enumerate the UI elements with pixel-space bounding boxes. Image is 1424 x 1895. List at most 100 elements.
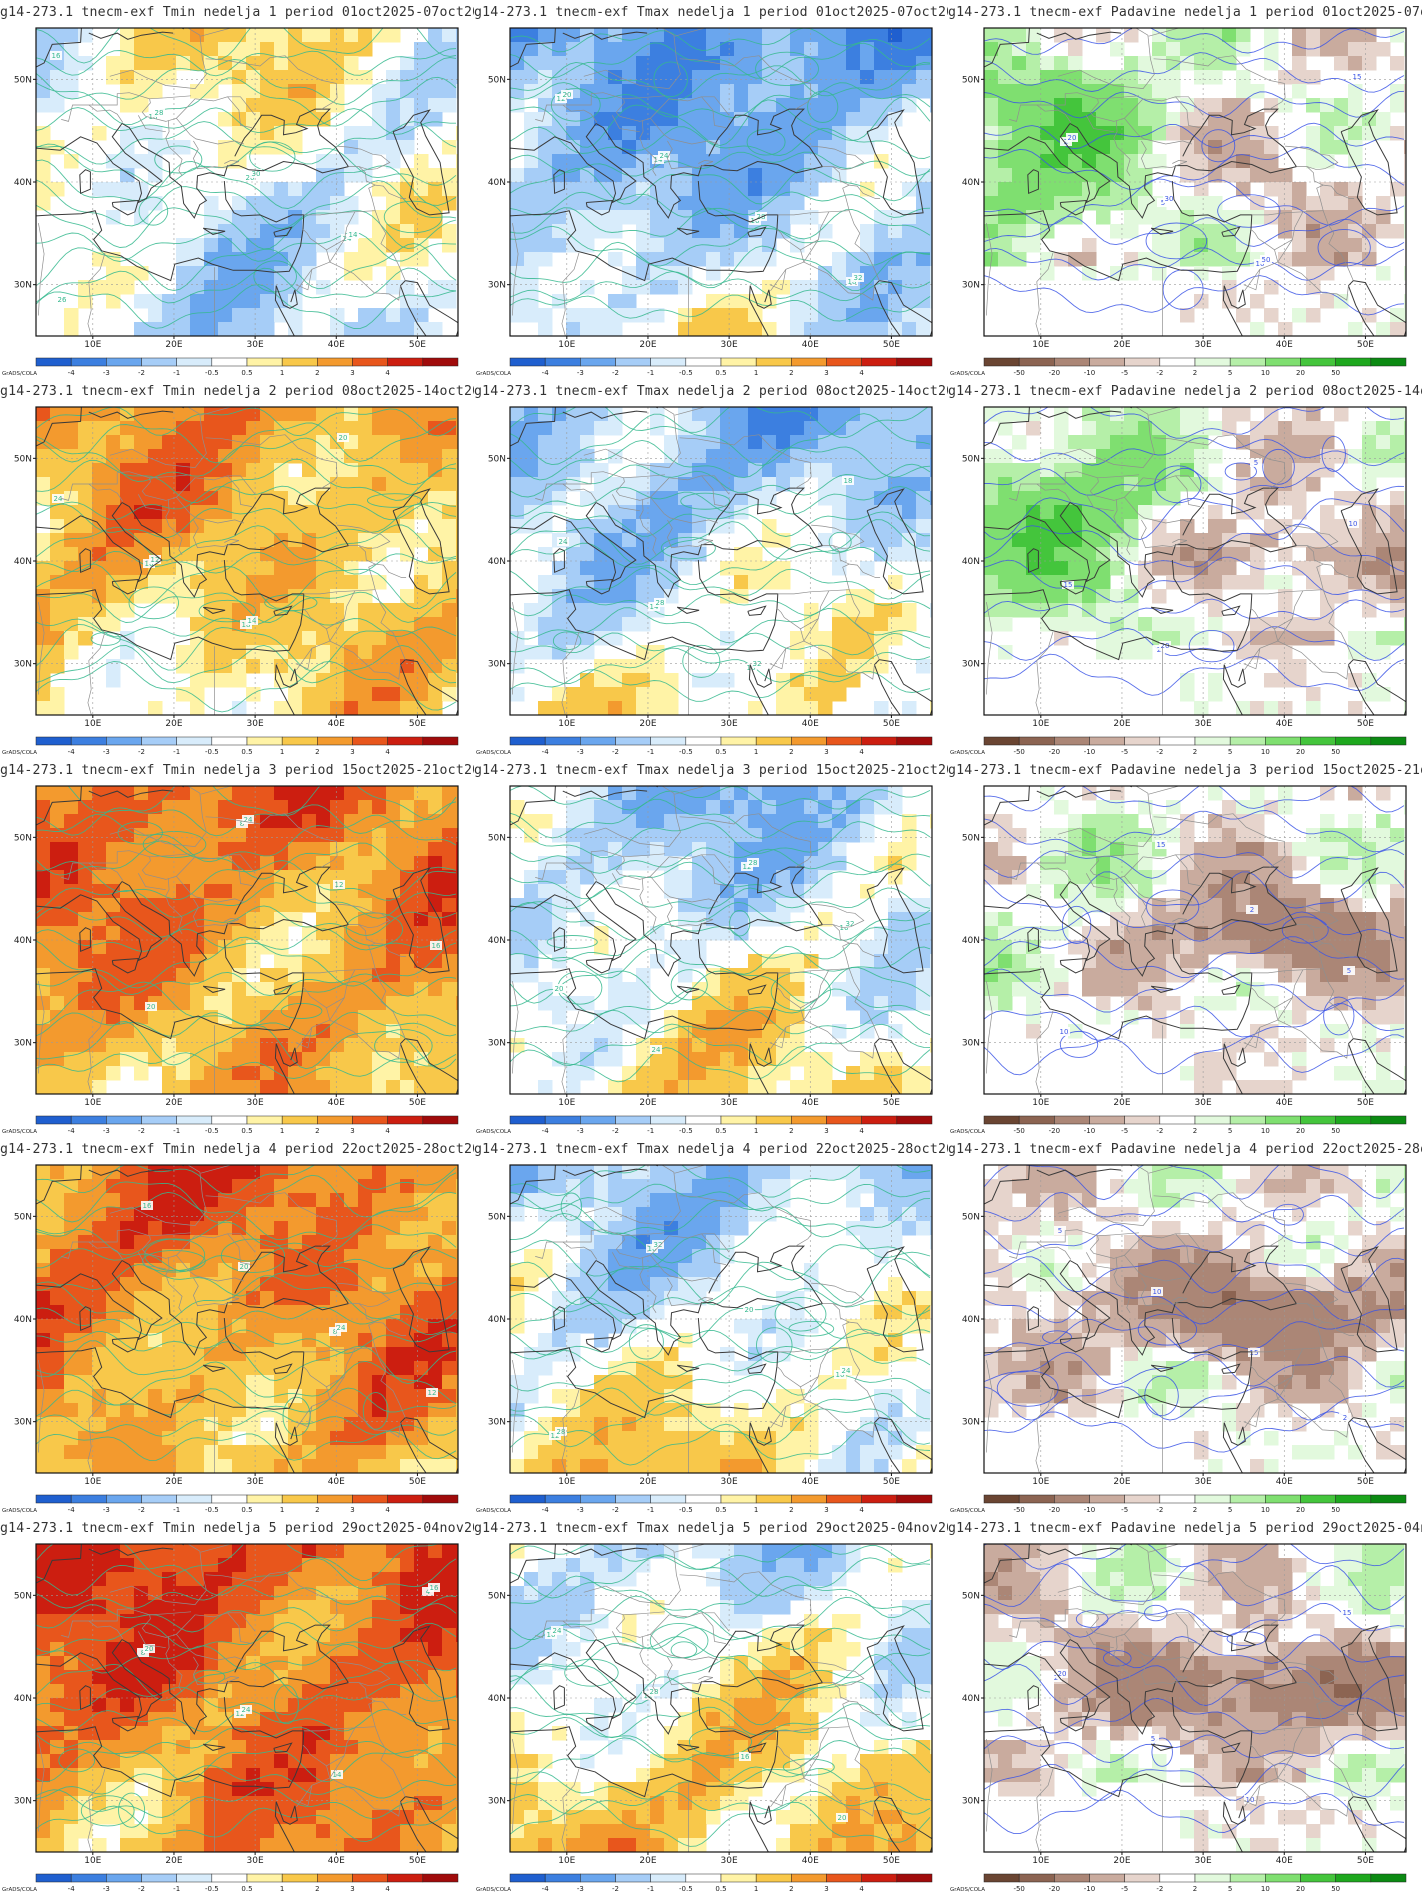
color-bar-swatch xyxy=(685,1115,722,1125)
color-bar-swatch xyxy=(1370,1115,1407,1125)
contour-label: 16 xyxy=(741,1753,750,1761)
contour-label: 15 xyxy=(1157,841,1166,849)
contour-lines: 812162024 xyxy=(36,786,457,1079)
color-bar-swatch xyxy=(983,1873,1020,1883)
lat-tick-label: 30N xyxy=(488,1418,506,1428)
color-bar-swatch xyxy=(1335,1115,1372,1125)
color-bar-label: 4 xyxy=(385,369,390,377)
color-bar-swatch xyxy=(1335,736,1372,746)
color-bar-swatch xyxy=(1124,1873,1161,1883)
color-bar-label: 20 xyxy=(1296,748,1305,756)
color-bar-label: 2 xyxy=(789,748,793,756)
color-bar-swatch xyxy=(580,1115,616,1125)
color-bar-label: -4 xyxy=(542,1127,550,1135)
graticule xyxy=(36,28,458,336)
contour-label: 2 xyxy=(1343,1414,1347,1422)
color-bar-label: 3 xyxy=(350,748,354,756)
contour-label: 20 xyxy=(838,1814,847,1822)
contour-label-bg xyxy=(1058,1027,1070,1036)
map-panel-tmax-week-1: 1214161820242832 30N 40N 50N 10E 20E 30E 40E 50E… xyxy=(474,0,948,379)
color-bar-label: -1 xyxy=(647,1127,654,1135)
contour-label-bg xyxy=(852,273,864,282)
lon-tick-label: 40E xyxy=(328,719,345,729)
color-bar-swatch xyxy=(685,357,722,367)
lat-tick-label: 40N xyxy=(962,178,980,188)
color-bar-swatch xyxy=(422,1873,459,1883)
color-bar-label: -4 xyxy=(542,748,550,756)
contour-label-bg xyxy=(143,1644,155,1653)
lat-tick-label: 50N xyxy=(962,75,980,85)
color-bar-swatch xyxy=(685,736,722,746)
coastlines xyxy=(510,1544,932,1852)
contour-label: 32 xyxy=(753,660,762,668)
panel-title: g14-273.1 tnecm-exf Tmax nedelja 3 perio… xyxy=(474,763,948,778)
color-bar-label: -1 xyxy=(647,748,654,756)
map-svg: 10121620242830N40N50N10E20E30E40E50E-4-3… xyxy=(476,1543,933,1893)
color-bar-swatch xyxy=(1229,1873,1266,1883)
panel-title: g14-273.1 tnecm-exf Tmax nedelja 4 perio… xyxy=(474,1142,948,1157)
coastlines xyxy=(984,786,1406,1094)
contour-label: 32 xyxy=(854,274,863,282)
map-panel-tmin-week-5: 48121416202430N40N50N10E20E30E40E50E-4-3… xyxy=(0,1516,474,1895)
panel-title: g14-273.1 tnecm-exf Tmax nedelja 2 perio… xyxy=(474,384,948,399)
color-bar: -4 -3 -2 -1 -0.5 0.5 1 2 3 4 GrADS/COLA xyxy=(476,1873,933,1893)
contour-label-bg xyxy=(648,1687,660,1696)
panel-title: g14-273.1 tnecm-exf Padavine nedelja 2 p… xyxy=(948,384,1422,399)
color-bar-swatch xyxy=(281,357,318,367)
coastlines xyxy=(36,1544,458,1852)
color-bar-swatch xyxy=(1159,1494,1196,1504)
lon-tick-label: 30E xyxy=(1195,340,1212,350)
contour-label: 18 xyxy=(844,477,853,485)
lon-tick-label: 50E xyxy=(409,340,426,350)
color-bar-label: 0.5 xyxy=(715,1127,726,1135)
color-bar-swatch xyxy=(861,1873,898,1883)
color-bar-swatch xyxy=(106,1115,142,1125)
map-panel-padavine-week-3: 2 5 10 15 30N 40N 50N 10E 20E 30E 40E 50E -50 -20 -10-… xyxy=(948,758,1422,1137)
lon-tick-label: 50E xyxy=(409,719,426,729)
lon-tick-label: 30E xyxy=(721,1856,738,1866)
color-bar-swatch xyxy=(141,1115,177,1125)
panel-title: g14-273.1 tnecm-exf Padavine nedelja 1 p… xyxy=(948,5,1422,20)
color-bar-label: 1 xyxy=(754,1127,758,1135)
lon-tick-label: 20E xyxy=(165,340,182,350)
color-bar-label: 4 xyxy=(385,1506,390,1514)
color-bar-label: 1 xyxy=(754,1885,758,1893)
color-bar-label: -20 xyxy=(1049,369,1060,377)
color-bar-swatch xyxy=(983,736,1020,746)
lat-tick-label: 50N xyxy=(962,1591,980,1601)
contour-label: 12 xyxy=(335,881,344,889)
color-bar-swatch xyxy=(1124,1494,1161,1504)
color-bar-label: 50 xyxy=(1331,1127,1340,1135)
color-bar-swatch xyxy=(176,1494,213,1504)
color-bar: -4 -3 -2 -1 -0.5 0.5 1 2 3 4 GrADS/COLA xyxy=(2,1494,459,1514)
color-bar-label: -2 xyxy=(138,1127,145,1135)
lon-tick-label: 10E xyxy=(84,1098,101,1108)
lon-tick-label: 10E xyxy=(558,719,575,729)
color-bar-swatch xyxy=(1229,1115,1266,1125)
map-svg: 12162024283230N40N50N10E20E30E40E50E-4-3… xyxy=(476,785,933,1135)
map-panel-tmax-week-4: 1012162024283230N40N50N10E20E30E40E50E-4… xyxy=(474,1137,948,1516)
color-bar-label: 2 xyxy=(1193,748,1197,756)
map-panel-padavine-week-2: 2 5 10 15 20 30N 40N 50N 10E 20E 30E 40E 50E -50 -20 -1… xyxy=(948,379,1422,758)
contour-label-bg xyxy=(1347,519,1359,528)
lat-tick-label: 40N xyxy=(488,557,506,567)
lon-tick-label: 40E xyxy=(802,340,819,350)
contour-lines: 1618202426283014 xyxy=(36,28,457,330)
contour-lines: 2 5 10 15 xyxy=(984,1165,1405,1453)
color-bar-swatch xyxy=(176,1873,213,1883)
color-bar-label: -4 xyxy=(68,748,76,756)
lon-tick-label: 30E xyxy=(721,340,738,350)
color-bar-swatch xyxy=(791,736,827,746)
lon-tick-label: 30E xyxy=(721,1098,738,1108)
color-bar-swatch xyxy=(1054,1873,1090,1883)
color-bar-label: -3 xyxy=(577,1885,584,1893)
color-bar-label: 5 xyxy=(1228,1506,1232,1514)
map-panel-padavine-week-1: 25101520305030N40N50N10E20E30E40E50E-50-… xyxy=(948,0,1422,379)
contour-label: 24 xyxy=(242,1706,251,1714)
color-bar-label: -2 xyxy=(138,1885,145,1893)
map-panel-tmin-week-3: 81216202430N40N50N10E20E30E40E50E-4-3-2-… xyxy=(0,758,474,1137)
contour-label-bg xyxy=(242,815,254,824)
color-bar-swatch xyxy=(755,1873,792,1883)
color-bar-swatch xyxy=(509,1115,546,1125)
